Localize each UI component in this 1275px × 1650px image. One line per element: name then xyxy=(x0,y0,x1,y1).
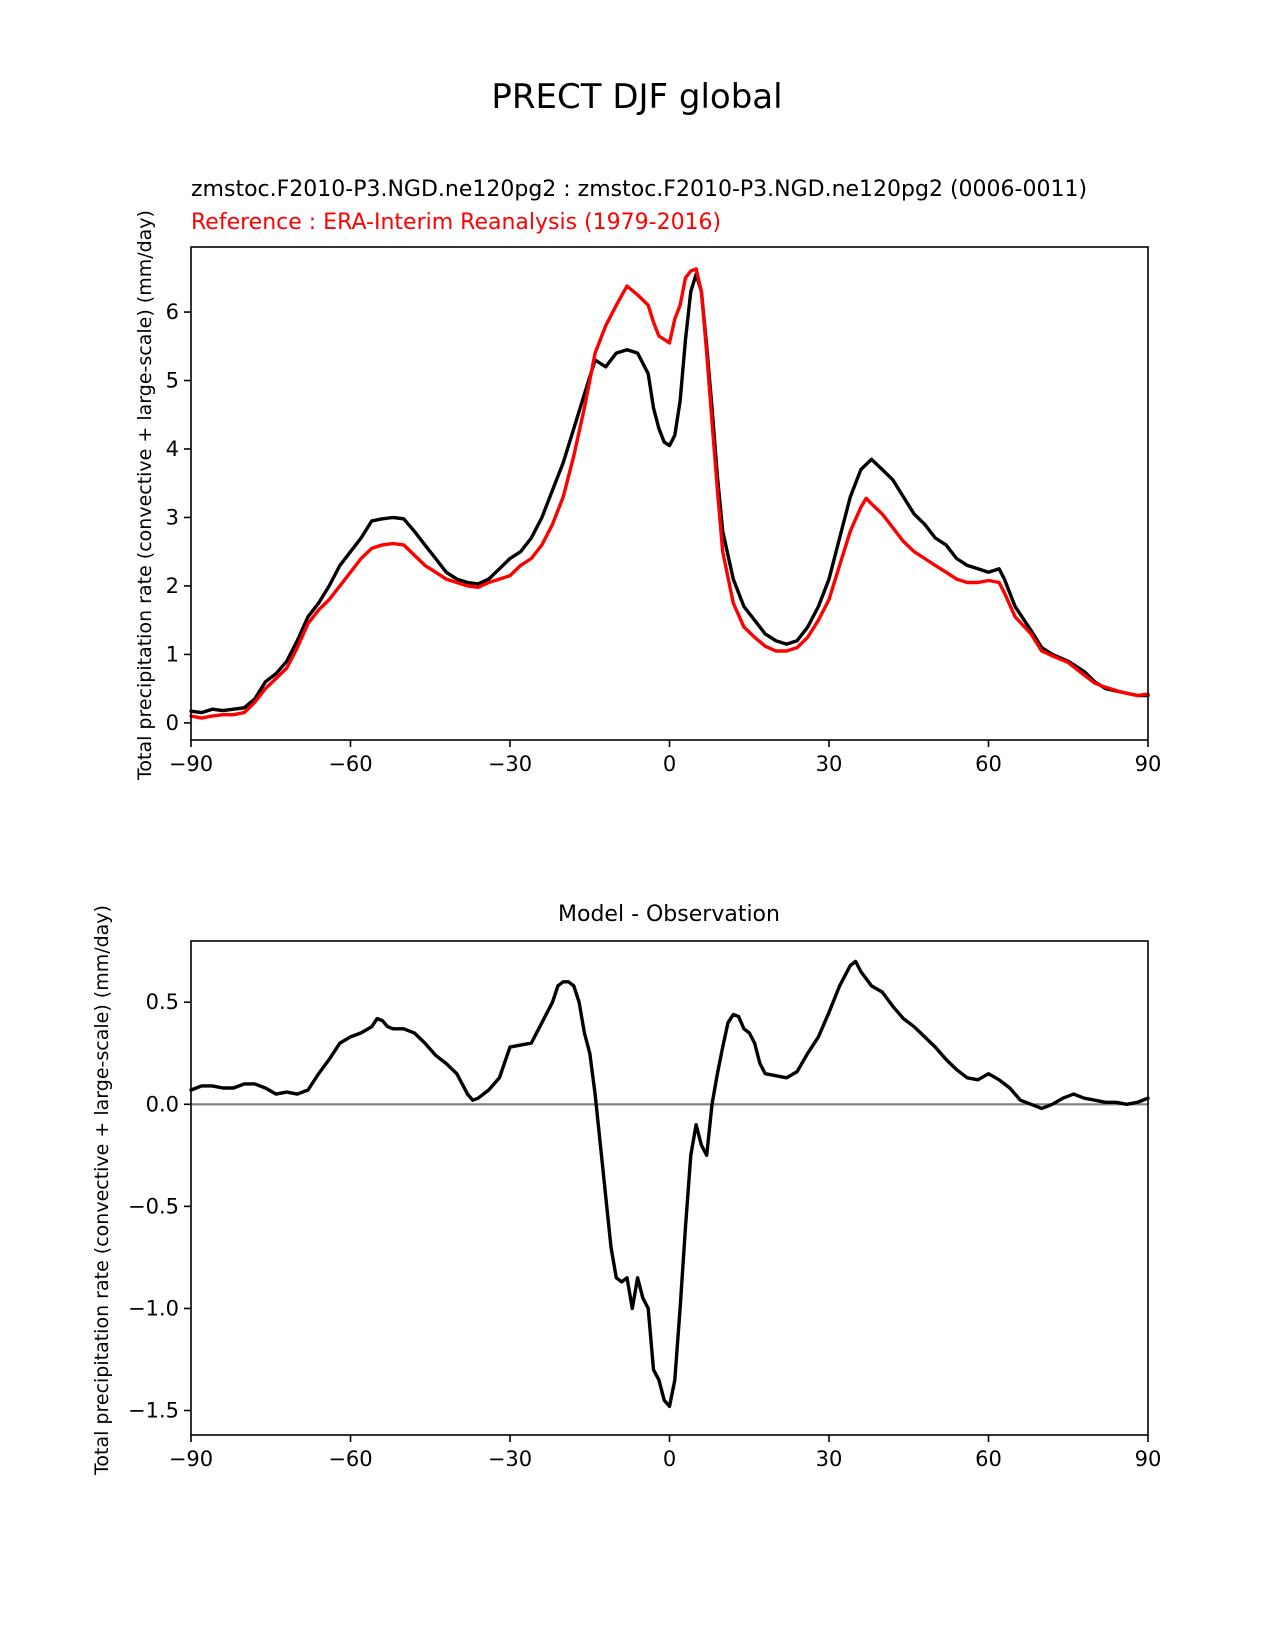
x-tick-label: 90 xyxy=(1135,1447,1162,1471)
y-tick-label: 0.0 xyxy=(146,1092,179,1116)
x-tick-label: −30 xyxy=(488,1447,532,1471)
x-tick-label: −90 xyxy=(169,1447,213,1471)
x-tick-label: 30 xyxy=(816,1447,843,1471)
top-y-axis-label: Total precipitation rate (convective + l… xyxy=(134,210,156,781)
x-tick-label: 0 xyxy=(663,752,676,776)
x-tick-label: 60 xyxy=(975,752,1002,776)
y-tick-label: 3 xyxy=(166,505,179,529)
y-tick-label: −1.0 xyxy=(128,1296,179,1320)
reference-label: Reference : ERA-Interim Reanalysis (1979… xyxy=(191,210,721,235)
y-tick-label: 5 xyxy=(166,369,179,393)
y-tick-label: −1.5 xyxy=(128,1399,179,1423)
test-label: zmstoc.F2010-P3.NGD.ne120pg2 : zmstoc.F2… xyxy=(191,177,1087,202)
panel-bottom-difference: Model - Observation Total precipitation … xyxy=(91,902,1161,1476)
figure-title: PRECT DJF global xyxy=(491,77,782,117)
y-tick-label: 4 xyxy=(166,437,179,461)
x-tick-label: −90 xyxy=(169,752,213,776)
reference-series-line xyxy=(189,267,1150,720)
y-tick-label: 0 xyxy=(166,711,179,735)
x-tick-label: 90 xyxy=(1135,752,1162,776)
x-tick-label: 30 xyxy=(816,752,843,776)
y-tick-label: 0.5 xyxy=(146,990,179,1014)
panel-top-test-vs-reference: zmstoc.F2010-P3.NGD.ne120pg2 : zmstoc.F2… xyxy=(134,177,1161,781)
y-tick-label: −0.5 xyxy=(128,1194,179,1218)
x-tick-label: 60 xyxy=(975,1447,1002,1471)
bottom-plot-area: −90 −60 −30 0 30 60 90 0.5 0.0 −0.5 −1.0 −1.5 xyxy=(128,940,1162,1471)
diff-title: Model - Observation xyxy=(558,902,780,927)
top-plot-area: −90 −60 −30 0 30 60 90 0 1 2 3 4 5 6 xyxy=(166,246,1162,776)
x-tick-label: 0 xyxy=(663,1447,676,1471)
bottom-y-axis-label: Total precipitation rate (convective + l… xyxy=(91,905,113,1476)
x-tick-label: −60 xyxy=(328,1447,372,1471)
axes-frame xyxy=(190,940,1149,1436)
axes-frame xyxy=(190,246,1149,741)
difference-series-line xyxy=(189,959,1150,1409)
x-tick-label: −60 xyxy=(328,752,372,776)
y-tick-label: 2 xyxy=(166,574,179,598)
x-tick-label: −30 xyxy=(488,752,532,776)
test-series-line xyxy=(189,272,1150,715)
y-tick-label: 1 xyxy=(166,642,179,666)
y-tick-label: 6 xyxy=(166,300,179,324)
